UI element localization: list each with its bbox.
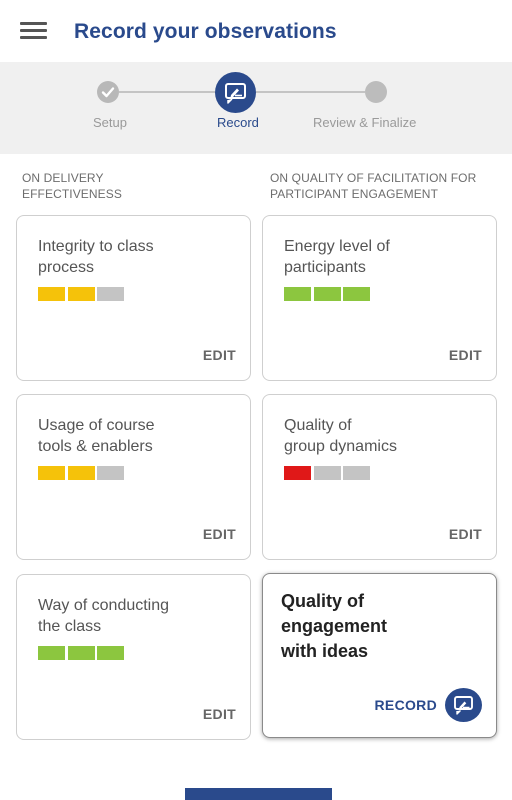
rating-bar — [38, 466, 128, 480]
step-record-edit-icon[interactable] — [215, 72, 256, 113]
rating-segment-filled — [97, 646, 124, 660]
bottom-primary-button[interactable] — [185, 788, 332, 800]
card-title-line: Quality of — [281, 591, 365, 611]
rating-segment-filled — [38, 646, 65, 660]
card-title: Integrity to class process — [38, 236, 238, 278]
card-title-line: engagement — [281, 616, 388, 636]
card-title: Energy level of participants — [284, 236, 484, 278]
step-review-dot[interactable] — [365, 81, 387, 103]
card-title-line: the class — [38, 618, 102, 635]
card-title-line: with ideas — [281, 641, 369, 661]
rating-segment-filled — [67, 646, 95, 660]
rating-segment-filled — [67, 466, 95, 480]
card-title-line: tools & enablers — [38, 438, 153, 455]
rating-segment-empty — [97, 466, 124, 480]
card-title-line: Way of conducting — [38, 597, 170, 614]
hamburger-menu-icon[interactable] — [20, 22, 47, 42]
rating-segment-empty — [97, 287, 124, 301]
section-label-line: ON QUALITY OF FACILITATION FOR — [270, 171, 477, 185]
section-label-line: ON DELIVERY — [22, 171, 104, 185]
rating-segment-filled — [38, 466, 65, 480]
observation-card-conducting-class[interactable]: Way of conducting the class EDIT — [16, 574, 251, 740]
card-title: Quality of engagement with ideas — [281, 589, 481, 664]
card-title-line: group dynamics — [284, 438, 397, 455]
step-setup-check-icon[interactable] — [97, 81, 119, 103]
section-label-line: EFFECTIVENESS — [22, 187, 122, 201]
card-title-line: Energy level of — [284, 238, 390, 255]
observation-card-course-tools[interactable]: Usage of course tools & enablers EDIT — [16, 394, 251, 560]
edit-button[interactable]: EDIT — [202, 526, 236, 542]
step-label-record: Record — [217, 115, 259, 130]
edit-button[interactable]: EDIT — [202, 706, 236, 722]
rating-bar — [284, 466, 374, 480]
rating-bar — [38, 646, 128, 660]
card-title: Usage of course tools & enablers — [38, 415, 238, 457]
card-title-line: participants — [284, 259, 366, 276]
progress-stepper: Setup Record Review & Finalize — [0, 62, 512, 154]
observation-card-engagement-ideas[interactable]: Quality of engagement with ideas RECORD — [262, 573, 497, 738]
section-label-delivery: ON DELIVERY EFFECTIVENESS — [22, 170, 122, 202]
record-button[interactable]: RECORD — [375, 688, 482, 722]
rating-segment-empty — [343, 466, 370, 480]
edit-button[interactable]: EDIT — [448, 347, 482, 363]
rating-segment-filled — [67, 287, 95, 301]
rating-segment-filled — [284, 287, 311, 301]
step-label-setup: Setup — [93, 115, 127, 130]
observation-card-group-dynamics[interactable]: Quality of group dynamics EDIT — [262, 394, 497, 560]
edit-note-icon[interactable] — [445, 688, 482, 722]
step-label-review: Review & Finalize — [313, 115, 417, 130]
edit-button[interactable]: EDIT — [448, 526, 482, 542]
section-label-line: PARTICIPANT ENGAGEMENT — [270, 187, 439, 201]
card-title: Quality of group dynamics — [284, 415, 484, 457]
rating-segment-filled — [38, 287, 65, 301]
card-title-line: Integrity to class — [38, 238, 154, 255]
edit-button[interactable]: EDIT — [202, 347, 236, 363]
rating-segment-filled — [284, 466, 311, 480]
rating-segment-filled — [313, 287, 341, 301]
rating-bar — [38, 287, 128, 301]
app-bar: Record your observations — [0, 0, 512, 62]
record-label: RECORD — [374, 697, 437, 713]
card-title-line: Usage of course — [38, 417, 155, 434]
observation-card-energy[interactable]: Energy level of participants EDIT — [262, 215, 497, 381]
section-label-facilitation: ON QUALITY OF FACILITATION FOR PARTICIPA… — [270, 170, 476, 202]
stepper-connector — [256, 91, 365, 93]
rating-bar — [284, 287, 374, 301]
card-title: Way of conducting the class — [38, 595, 238, 637]
card-title-line: Quality of — [284, 417, 352, 434]
card-title-line: process — [38, 259, 95, 276]
page-title: Record your observations — [74, 20, 337, 43]
observation-card-integrity[interactable]: Integrity to class process EDIT — [16, 215, 251, 381]
rating-segment-filled — [343, 287, 370, 301]
stepper-connector — [119, 91, 215, 93]
rating-segment-empty — [313, 466, 341, 480]
